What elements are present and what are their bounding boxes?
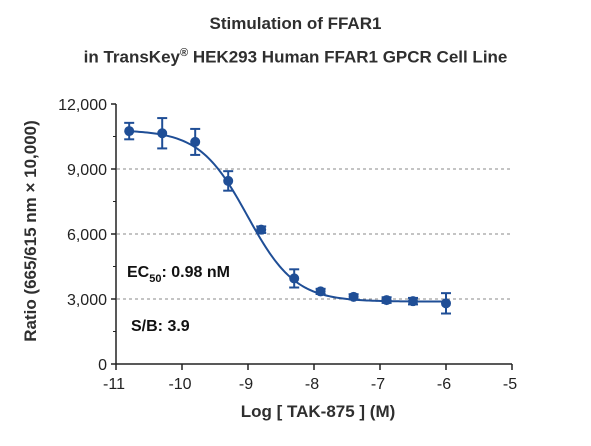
y-axis-title: Ratio (665/615 nm × 10,000)	[21, 120, 40, 342]
title-line2-post: HEK293 Human FFAR1 GPCR Cell Line	[188, 47, 508, 67]
ec50-annotation: EC50: 0.98 nM	[127, 264, 230, 285]
y-tick-label: 9,000	[67, 162, 107, 179]
x-tick-label: -6	[437, 376, 451, 393]
fit-curve-group	[129, 130, 447, 303]
x-tick-label: -8	[305, 376, 319, 393]
x-tick-label: -5	[503, 376, 517, 393]
data-point	[441, 298, 451, 309]
x-tick-label: -9	[239, 376, 253, 393]
data-points	[124, 117, 451, 315]
y-tick-label: 12,000	[58, 97, 107, 114]
y-tick-label: 3,000	[67, 292, 107, 309]
data-point	[223, 175, 234, 186]
y-tick-label: 6,000	[67, 227, 107, 244]
data-point	[190, 136, 201, 147]
sb-annotation: S/B: 3.9	[131, 318, 190, 335]
data-point	[315, 286, 326, 297]
data-point	[408, 296, 418, 307]
ec50-value: : 0.98 nM	[161, 264, 229, 281]
fit-curve	[129, 130, 447, 303]
x-tick-label: -10	[168, 376, 191, 393]
data-point	[124, 126, 135, 137]
x-tick-label: -11	[103, 376, 125, 393]
data-point	[289, 273, 300, 284]
data-point	[381, 295, 392, 306]
title-line2-pre: in TransKey	[83, 47, 180, 67]
chart-title-line2: in TransKey® HEK293 Human FFAR1 GPCR Cel…	[0, 47, 591, 68]
x-tick-label: -7	[371, 376, 385, 393]
x-axis-title: Log [ TAK-875 ] (M)	[241, 402, 396, 421]
axes: 0 3,000 6,000 9,000 12,000 -11 -10 -9 -8 -7 -6 -5 Lo…	[21, 97, 517, 421]
ec50-subscript: 50	[149, 273, 161, 285]
y-tick-label: 0	[98, 357, 107, 374]
registered-mark: ®	[179, 47, 189, 59]
data-point	[256, 224, 267, 235]
data-point	[157, 128, 168, 139]
data-point	[348, 291, 359, 302]
ec50-prefix: EC	[127, 264, 150, 281]
chart-title-line1: Stimulation of FFAR1	[209, 14, 382, 33]
